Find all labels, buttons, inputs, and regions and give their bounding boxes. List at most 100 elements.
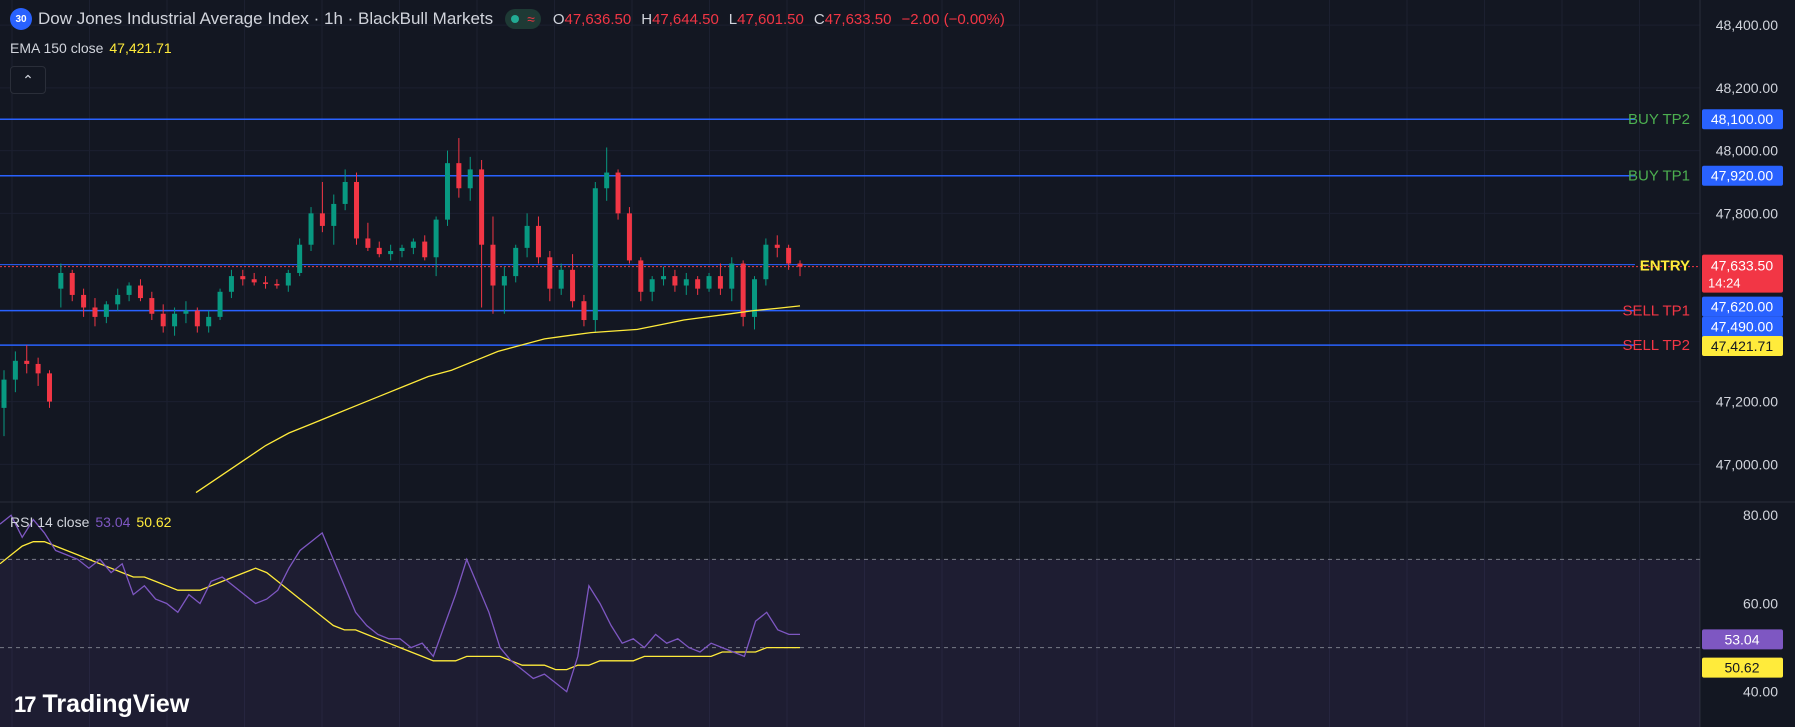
candle <box>69 272 75 295</box>
candle <box>433 219 439 258</box>
entry-tag-label: 47,633.50 <box>1711 258 1773 274</box>
rsi-tick-label: 40.00 <box>1743 684 1778 700</box>
candle <box>615 172 621 214</box>
rsi-lines <box>0 514 800 693</box>
entry-tag <box>1702 254 1783 293</box>
candle <box>308 213 314 245</box>
candle <box>24 360 30 364</box>
rsi-band-area <box>0 558 1700 727</box>
candle <box>297 244 303 273</box>
rsi-label: RSI 14 close <box>10 514 90 530</box>
candle <box>46 373 52 402</box>
symbol-title[interactable]: Dow Jones Industrial Average Index · 1h … <box>38 9 494 28</box>
ohlc-open: O47,636.50 <box>552 10 632 28</box>
price-tick-label: 48,200.00 <box>1716 80 1778 96</box>
price-label-0-tag <box>1702 316 1783 337</box>
ema-label: EMA 150 close <box>10 40 104 56</box>
candle <box>626 213 632 261</box>
collapse-legend-button[interactable]: ⌃ <box>10 66 46 94</box>
candle <box>319 213 325 226</box>
level-buy-tp1-tag <box>1702 165 1783 186</box>
price-tick-label: 47,000.00 <box>1716 456 1778 472</box>
candle <box>103 304 109 317</box>
level-lines[interactable]: BUY TP2 BUY TP1 ENTRY SELL TP1 SELL TP2 <box>0 111 1700 354</box>
ema-line <box>195 305 801 494</box>
level-buy-tp2-tag <box>1702 109 1783 130</box>
rsi-tick-label: 80.00 <box>1743 507 1778 523</box>
ohlc-close: C47,633.50 <box>813 10 892 28</box>
candle <box>81 294 87 308</box>
level-name-entry: ENTRY <box>1640 258 1690 275</box>
level-name-buy-tp2: BUY TP2 <box>1628 111 1690 128</box>
candle <box>535 225 541 258</box>
candle <box>661 276 667 280</box>
candle <box>331 203 337 226</box>
candle <box>683 279 689 286</box>
candle <box>240 276 246 280</box>
candle <box>12 360 18 380</box>
price-axis[interactable]: 48,400.00 48,200.00 48,000.00 47,800.00 47,2… <box>1702 17 1783 700</box>
price-change: −2.00 (−0.00%) <box>901 10 1005 28</box>
candle <box>399 247 405 251</box>
symbol-badge[interactable]: 30 <box>10 8 32 30</box>
candle <box>217 291 223 317</box>
level-buy-tp2-tag-label: 48,100.00 <box>1711 111 1773 127</box>
candle <box>695 279 701 289</box>
rsi-tick-label: 60.00 <box>1743 595 1778 611</box>
ema-legend[interactable]: EMA 150 close 47,421.71 <box>10 40 172 56</box>
market-status[interactable]: ≈ <box>505 9 541 29</box>
candle <box>410 241 416 248</box>
candle <box>149 298 155 314</box>
candle <box>717 276 723 289</box>
price-tick-label: 47,200.00 <box>1716 394 1778 410</box>
candle <box>581 301 587 321</box>
chevron-up-icon: ⌃ <box>22 71 34 88</box>
candle <box>194 310 200 327</box>
candle <box>456 163 462 189</box>
tradingview-logo[interactable]: 17 TradingView <box>14 690 189 719</box>
candle <box>752 279 758 317</box>
candle <box>228 276 234 292</box>
candle <box>285 272 291 286</box>
chart-header: 30 Dow Jones Industrial Average Index · … <box>10 6 1005 32</box>
candle <box>263 282 269 284</box>
entry-countdown: 14:24 <box>1708 276 1741 291</box>
candle <box>501 276 507 286</box>
candle <box>444 163 450 220</box>
rsi-band <box>0 559 1700 727</box>
candle <box>547 257 553 289</box>
candle <box>706 276 712 289</box>
price-tick-label: 47,800.00 <box>1716 205 1778 221</box>
rsi-ma-value: 50.62 <box>136 514 172 530</box>
level-name-sell-tp2: SELL TP2 <box>1622 337 1690 354</box>
candle <box>92 307 98 317</box>
candle <box>251 279 257 283</box>
candle <box>160 313 166 327</box>
candle <box>570 269 576 302</box>
level-sell-tp1-tag-label: 47,620.00 <box>1711 299 1773 315</box>
candle <box>797 263 803 267</box>
candle <box>467 169 473 189</box>
price-tick-label: 48,000.00 <box>1716 143 1778 159</box>
ema-150-line <box>195 305 801 494</box>
tradingview-logo-icon: 17 <box>14 691 37 717</box>
candle <box>558 269 564 289</box>
candle <box>740 263 746 317</box>
candle <box>115 294 121 305</box>
rsi-ma-line <box>0 541 800 671</box>
rsi-legend[interactable]: RSI 14 close 53.04 50.62 <box>10 514 171 530</box>
price-label-0-tag-label: 47,490.00 <box>1711 319 1773 335</box>
candle <box>58 272 64 289</box>
ohlc-low: L47,601.50 <box>728 10 804 28</box>
candle <box>126 285 132 295</box>
candle <box>274 283 280 286</box>
candle <box>206 316 212 327</box>
price-label-1-tag-label: 47,421.71 <box>1711 338 1773 354</box>
ohlc-high: H47,644.50 <box>641 10 719 28</box>
candle <box>376 247 382 255</box>
candle <box>172 313 178 327</box>
candle <box>592 188 598 321</box>
